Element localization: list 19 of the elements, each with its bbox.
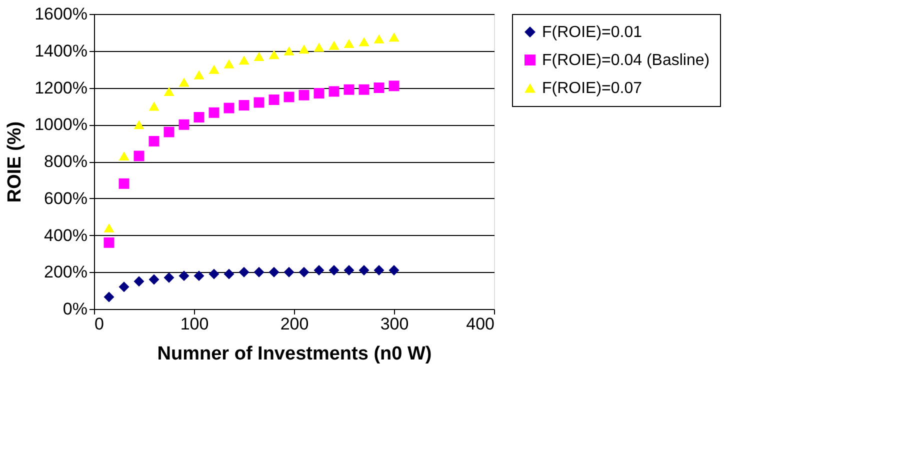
y-tick-label: 0% [62,300,88,318]
y-tick-label: 1000% [34,115,88,134]
y-tick-label: 1400% [34,41,88,60]
x-tick-label: 200 [280,314,309,334]
y-tick-label: 400% [44,226,88,245]
legend-label: F(ROIE)=0.01 [542,24,642,41]
x-axis-title: Numner of Investments (n0 W) [157,344,432,364]
x-tick-label: 400 [466,314,494,334]
x-tick-label: 0 [94,314,104,334]
y-tick-label: 1200% [34,78,88,98]
y-axis-title: ROIE (%) [4,121,26,203]
x-tick-label: 300 [380,314,409,334]
y-tick-label: 600% [44,188,88,208]
y-tick-label: 1600% [34,4,88,24]
y-tick-label: 200% [44,262,88,282]
y-tick-label: 800% [44,152,88,171]
x-tick-label: 100 [180,314,209,334]
legend-label: F(ROIE)=0.04 (Basline) [542,52,710,69]
legend-label: F(ROIE)=0.07 [542,80,642,97]
